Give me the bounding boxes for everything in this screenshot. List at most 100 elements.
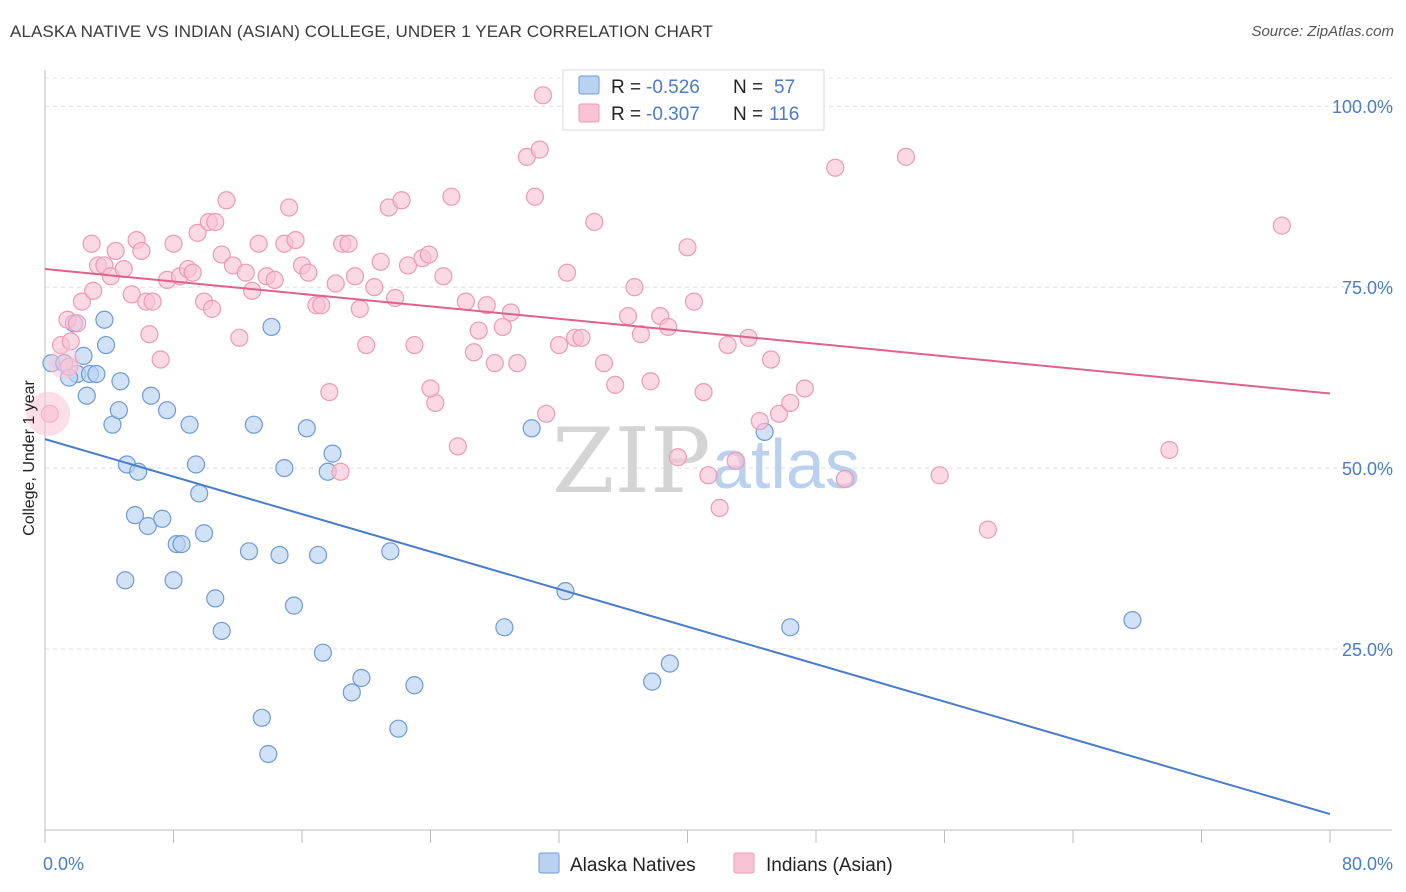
alaska-native-point [141,386,161,405]
legend-item-alaska-natives: Alaska Natives [570,855,696,876]
indian-asian-point [82,234,101,253]
indian-asian-point [585,212,604,232]
legend-n-label-2: N = [733,104,763,125]
indian-asian-point [594,354,614,373]
stats-legend-box [562,69,825,131]
alaska-native-point [259,744,278,764]
legend-swatch-pink [578,103,600,123]
indian-asian-point [434,267,453,286]
indian-asian-point [419,245,438,264]
series-alaska-natives-points [42,310,1142,764]
indian-asian-point [421,379,440,398]
alaska-native-point [190,484,209,503]
legend-n-value-1: 57 [774,77,795,98]
legend-item-indians-asian: Indians (Asian) [766,855,893,876]
alaska-native-point [180,415,199,434]
alaska-native-point [284,596,304,615]
indian-asian-point [183,263,202,282]
legend-item-alaska-swatch [538,852,560,874]
indian-asian-point [456,292,475,311]
indian-asian-point [668,448,687,467]
alaska-native-point [194,524,214,543]
indian-asian-point [68,314,87,333]
trendlines [44,268,1331,816]
indian-asian-point [769,404,789,423]
chart-title: ALASKA NATIVE VS INDIAN (ASIAN) COLLEGE,… [10,22,714,41]
legend-r-label-2: R = [611,104,641,125]
indian-asian-point [398,256,418,275]
indian-asian-point [726,451,745,470]
indian-asian-point [1272,216,1291,235]
indian-asian-point [1160,440,1179,460]
indian-asian-point [230,328,249,347]
indian-asian-point [826,158,845,177]
alaska-native-point [381,542,400,561]
alaska-native-point [111,372,130,391]
alaska-native-point [153,509,172,528]
indian-asian-point [464,343,483,362]
alaska-native-point [116,571,135,590]
indian-asian-point [896,147,916,166]
indian-asian-point [331,462,350,481]
alaska-native-point [239,542,259,561]
indian-asian-point [164,234,183,253]
indian-asian-point [84,281,103,300]
indian-asian-point [699,466,718,485]
indian-asian-point [357,335,376,355]
indian-asian-point [718,335,737,355]
indian-asian-point [508,354,527,373]
indian-asian-point [217,191,236,210]
alaska-native-point [522,419,541,438]
alaska-native-point [275,458,294,478]
indian-asian-point [140,325,159,344]
indian-asian-point [265,270,284,290]
alaska-native-point [244,415,263,434]
alaska-native-point [781,618,800,637]
y-tick-label: 25.0% [1342,640,1393,660]
indian-asian-point [537,404,556,423]
legend-n-label-1: N = [733,77,763,98]
alaska-native-point [297,419,316,438]
indian-asian-point [72,292,92,311]
trendline-indians-asian [44,268,1331,395]
indian-asian-point [710,498,729,518]
alaska-native-point [308,545,328,565]
indian-asian-point [143,292,162,311]
alaska-native-point [186,455,206,474]
indian-asian-point [572,328,591,347]
legend-item-indians-swatch [733,852,755,874]
indian-asian-point [493,317,512,337]
indian-asian-point [132,241,151,261]
legend-r-value-1: -0.526 [646,77,700,98]
alaska-native-point [405,676,424,695]
alaska-native-point [660,654,679,673]
y-tick-label: 100.0% [1332,97,1393,117]
alaska-native-point [342,683,361,702]
alaska-native-point [138,516,157,536]
alaska-native-point [157,401,177,420]
indian-asian-point [286,230,305,250]
indian-asian-point [795,379,814,398]
x-tick-label-min: 0.0% [43,854,84,874]
indian-asian-point [525,187,545,206]
indian-asian-point [694,382,713,402]
watermark-zip: ZIP [552,409,711,514]
indian-asian-point [477,296,496,315]
indian-asian-point [365,278,384,297]
axes [44,70,1392,843]
legend-r-label-1: R = [611,77,641,98]
legend-swatch-blue [578,75,600,95]
trendline-alaska-natives [44,438,1331,816]
indian-asian-point [392,191,411,210]
alaska-native-point [172,534,191,554]
indian-asian-point [978,520,997,539]
indian-asian-point [684,292,704,311]
indian-asian-point [549,335,569,355]
indian-asian-point [202,299,222,318]
alaska-native-point [495,618,514,637]
alaska-native-point [87,364,106,384]
indian-asian-point [501,303,520,322]
indian-asian-point [448,437,467,456]
stats-legend: R = -0.526 N = 57 R = -0.307 N = 116 [562,69,825,131]
